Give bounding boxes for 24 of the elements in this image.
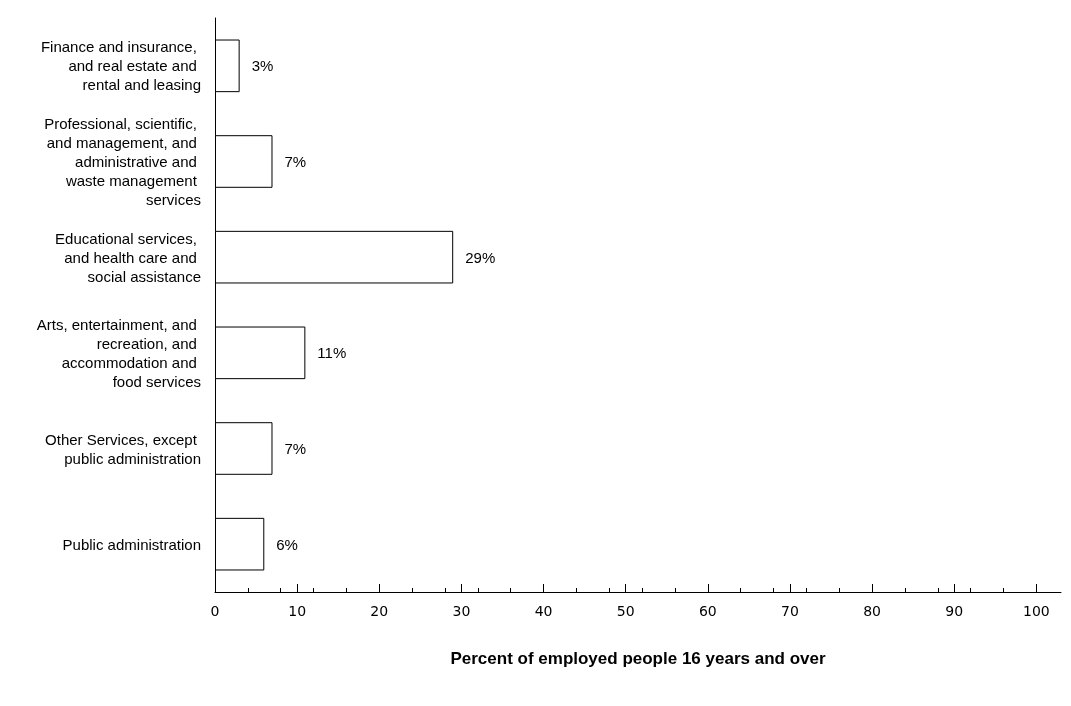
data-label: 7% xyxy=(284,440,307,457)
x-tick-label: 50 xyxy=(616,603,635,619)
y-tick-label: Educational services, and health care and social assistance xyxy=(55,229,201,285)
x-tick-label: 70 xyxy=(781,603,799,619)
y-tick-label: Professional, scientific, and management, and administrative and waste management services xyxy=(44,115,201,208)
data-label: 29% xyxy=(465,248,496,266)
x-tick-label: 20 xyxy=(370,603,389,619)
data-label: 3% xyxy=(251,57,274,75)
x-axis-title: Percent of employed people 16 years and over xyxy=(450,649,826,668)
data-label: 7% xyxy=(284,153,307,170)
x-tick-label: 80 xyxy=(863,603,881,619)
x-tick-label: 0 xyxy=(210,603,220,619)
data-label: 6% xyxy=(276,535,298,553)
y-tick-label: Public administration xyxy=(62,535,201,553)
x-tick-label: 30 xyxy=(452,603,471,619)
y-tick-label: Finance and insurance, and real estate and rental and leasing xyxy=(40,38,201,94)
x-tick-label: 40 xyxy=(534,603,553,619)
x-tick-label: 10 xyxy=(288,603,307,619)
x-tick-label: 100 xyxy=(1022,603,1050,619)
y-tick-label: Arts, entertainment, and recreation, and accommodation and food services xyxy=(36,315,201,390)
x-tick-label: 60 xyxy=(698,603,717,619)
data-label: 11% xyxy=(317,344,347,362)
x-tick-label: 90 xyxy=(945,603,964,619)
y-tick-label: Other Services, except public administration xyxy=(45,430,201,467)
